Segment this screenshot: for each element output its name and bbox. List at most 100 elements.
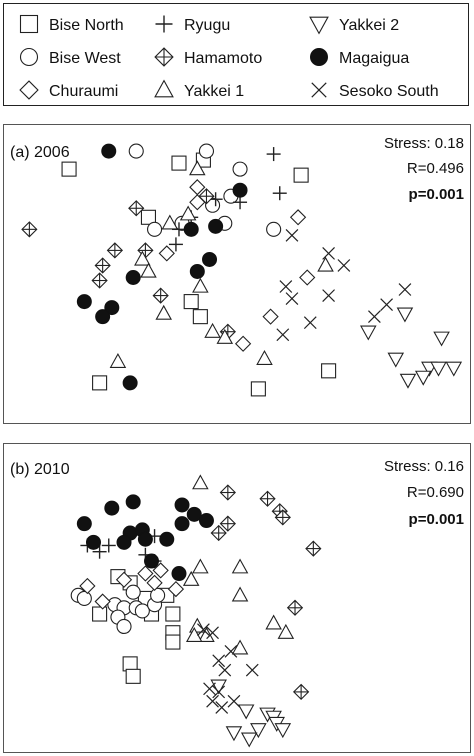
data-point (144, 553, 160, 569)
r-label: R=0.690 (407, 484, 464, 501)
data-point (85, 534, 101, 550)
data-point (109, 352, 127, 368)
legend-marker (19, 47, 39, 67)
series-yakkei-2 (360, 307, 463, 389)
data-point (125, 494, 141, 510)
data-point (317, 256, 334, 272)
stress-label: Stress: 0.16 (384, 458, 464, 475)
data-point (285, 228, 299, 242)
data-point (179, 205, 197, 221)
data-point (279, 280, 293, 293)
data-point (289, 209, 307, 226)
data-point (167, 580, 185, 598)
legend-entry: Ryugu (155, 15, 230, 34)
legend-entry: Bise North (19, 14, 124, 34)
data-point (174, 516, 190, 532)
data-point (274, 509, 291, 526)
series-yakkei-1 (109, 160, 334, 368)
data-point (231, 639, 249, 655)
data-point (212, 685, 226, 699)
data-point (140, 262, 157, 278)
data-point (218, 663, 232, 677)
legend-label: Yakkei 1 (184, 83, 244, 100)
data-point (183, 221, 199, 237)
data-point (293, 167, 309, 183)
series-hamamoto (210, 484, 322, 701)
series-hamamoto (21, 188, 236, 340)
series-bise-north (61, 152, 337, 397)
data-point (215, 701, 229, 714)
data-point (277, 623, 295, 639)
chart-2006: (a) 2006 Stress: 0.18 R=0.496 p=0.001 (10, 135, 464, 397)
panel-b-2010: (b) 2010 Stress: 0.16 R=0.690 p=0.001 (3, 443, 471, 753)
data-point (414, 370, 432, 386)
data-point (232, 161, 248, 177)
data-point (227, 694, 241, 708)
panel-label: (a) 2006 (10, 144, 70, 161)
series-bise-west (128, 143, 282, 237)
data-point (182, 570, 200, 586)
data-point (125, 270, 141, 286)
data-point (150, 587, 166, 603)
legend-entry: Bise West (19, 47, 121, 67)
data-point (104, 300, 120, 316)
data-point (231, 586, 249, 602)
legend-marker (19, 80, 39, 100)
data-point (445, 361, 463, 377)
legend-marker (154, 47, 174, 67)
legend-svg: Bise North Bise West Churaumi Ryugu Hamamoto… (19, 14, 439, 100)
data-point (128, 200, 145, 217)
data-point (322, 247, 335, 260)
data-point (76, 590, 92, 606)
data-point (165, 606, 181, 622)
data-point (266, 221, 282, 237)
data-point (94, 593, 111, 610)
data-point (368, 310, 381, 324)
data-point (134, 603, 150, 619)
legend-label: Hamamoto (184, 50, 262, 67)
data-point (122, 656, 138, 672)
data-point (430, 361, 447, 377)
data-point (380, 298, 393, 311)
data-point (146, 574, 163, 591)
data-point (168, 237, 183, 252)
legend-marker (311, 82, 327, 98)
data-point (125, 668, 141, 684)
data-point (21, 221, 38, 238)
legend-label: Bise West (49, 50, 121, 67)
data-point (433, 331, 450, 347)
data-point (399, 373, 417, 389)
data-point (206, 694, 219, 708)
legend-marker (154, 79, 174, 98)
legend-entry: Sesoko South (311, 82, 439, 100)
data-point (192, 558, 209, 574)
legend-entry: Churaumi (19, 80, 118, 100)
data-point (212, 654, 226, 668)
legend-entry: Yakkei 2 (309, 16, 399, 35)
data-point (104, 500, 120, 516)
data-point (137, 565, 154, 582)
series-bise-west (70, 584, 166, 635)
data-point (155, 304, 173, 320)
data-point (122, 375, 138, 391)
data-point (189, 263, 205, 279)
data-point (387, 352, 405, 368)
data-point (134, 250, 151, 266)
data-point (206, 626, 219, 640)
data-point (208, 218, 224, 234)
series-magaigua (76, 494, 214, 582)
marks (21, 143, 463, 397)
data-point (240, 732, 258, 748)
legend-label: Sesoko South (339, 83, 439, 100)
marks (70, 474, 322, 748)
legend-entry: Magaigua (310, 48, 409, 67)
data-point (234, 335, 252, 352)
data-point (116, 534, 132, 550)
p-label: p=0.001 (409, 186, 464, 203)
legend-marker (19, 14, 39, 34)
data-point (174, 497, 190, 513)
data-point (285, 292, 299, 305)
data-point (61, 161, 77, 177)
data-point (161, 214, 179, 230)
data-point (192, 277, 209, 293)
